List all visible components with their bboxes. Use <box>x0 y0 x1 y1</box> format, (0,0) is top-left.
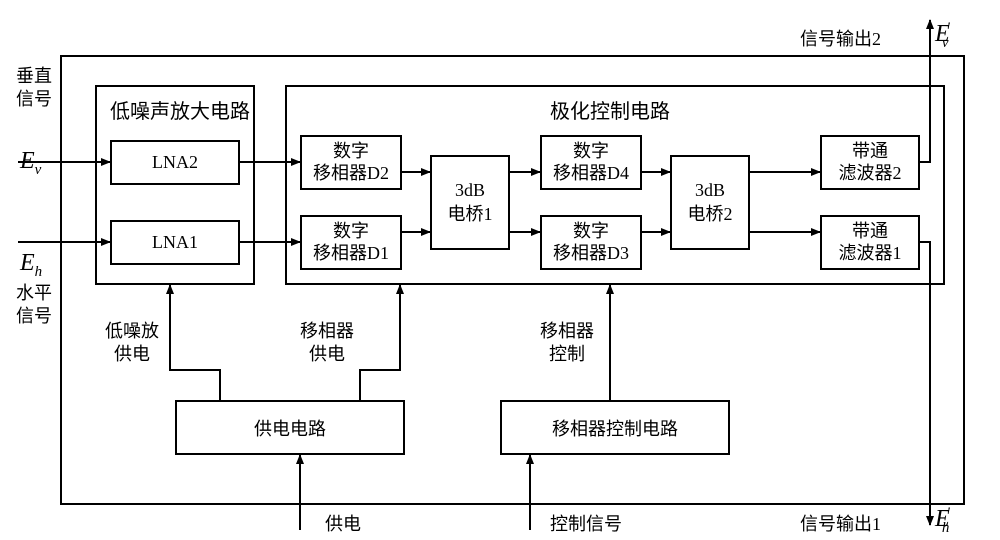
shifter-ctrl-block: 移相器控制电路 <box>500 400 730 455</box>
Ev-input-symbol: Ev <box>20 148 41 179</box>
d2-l2: 移相器D2 <box>313 163 389 185</box>
bpf1-l1: 带通 <box>852 221 888 243</box>
d1-block: 数字 移相器D1 <box>300 215 402 270</box>
bridge2-l1: 3dB <box>695 179 725 202</box>
power-supply-label: 供电电路 <box>254 415 326 441</box>
power-in-label: 供电 <box>325 510 361 536</box>
d4-block: 数字 移相器D4 <box>540 135 642 190</box>
bpf1-block: 带通 滤波器1 <box>820 215 920 270</box>
lna-section-title: 低噪声放大电路 <box>110 95 250 124</box>
signal-out1-label: 信号输出1 <box>800 510 881 536</box>
lna1-block: LNA1 <box>110 220 240 265</box>
bpf1-l2: 滤波器1 <box>839 243 902 265</box>
shifter-ctrl-label: 移相器控制电路 <box>552 415 678 441</box>
shifter-control-label: 移相器控制 <box>540 320 594 365</box>
shifter-power-label: 移相器供电 <box>300 320 354 365</box>
bpf2-l1: 带通 <box>852 141 888 163</box>
pol-section-title: 极化控制电路 <box>550 95 670 124</box>
d1-l2: 移相器D1 <box>313 243 389 265</box>
d4-l1: 数字 <box>573 141 609 163</box>
power-supply-block: 供电电路 <box>175 400 405 455</box>
Eh-input-symbol: Eh <box>20 250 42 281</box>
d3-l1: 数字 <box>573 221 609 243</box>
control-in-label: 控制信号 <box>550 510 622 536</box>
d3-block: 数字 移相器D3 <box>540 215 642 270</box>
signal-out2-label: 信号输出2 <box>800 25 881 51</box>
lna1-label: LNA1 <box>152 232 198 253</box>
d1-l1: 数字 <box>333 221 369 243</box>
bridge2-l2: 电桥2 <box>688 203 733 226</box>
d2-l1: 数字 <box>333 141 369 163</box>
bridge1-l2: 电桥1 <box>448 203 493 226</box>
bridge2-block: 3dB 电桥2 <box>670 155 750 250</box>
bridge1-block: 3dB 电桥1 <box>430 155 510 250</box>
bridge1-l1: 3dB <box>455 179 485 202</box>
d4-l2: 移相器D4 <box>553 163 629 185</box>
d3-l2: 移相器D3 <box>553 243 629 265</box>
bpf2-block: 带通 滤波器2 <box>820 135 920 190</box>
lna-power-label: 低噪放供电 <box>105 320 159 365</box>
d2-block: 数字 移相器D2 <box>300 135 402 190</box>
Eh-output-symbol: E'h <box>935 505 949 537</box>
lna2-label: LNA2 <box>152 152 198 173</box>
bpf2-l2: 滤波器2 <box>839 163 902 185</box>
vertical-signal-label: 垂直信号 <box>16 65 52 110</box>
lna2-block: LNA2 <box>110 140 240 185</box>
horizontal-signal-label: 水平信号 <box>16 282 52 327</box>
Ev-output-symbol: E'v <box>935 20 949 52</box>
